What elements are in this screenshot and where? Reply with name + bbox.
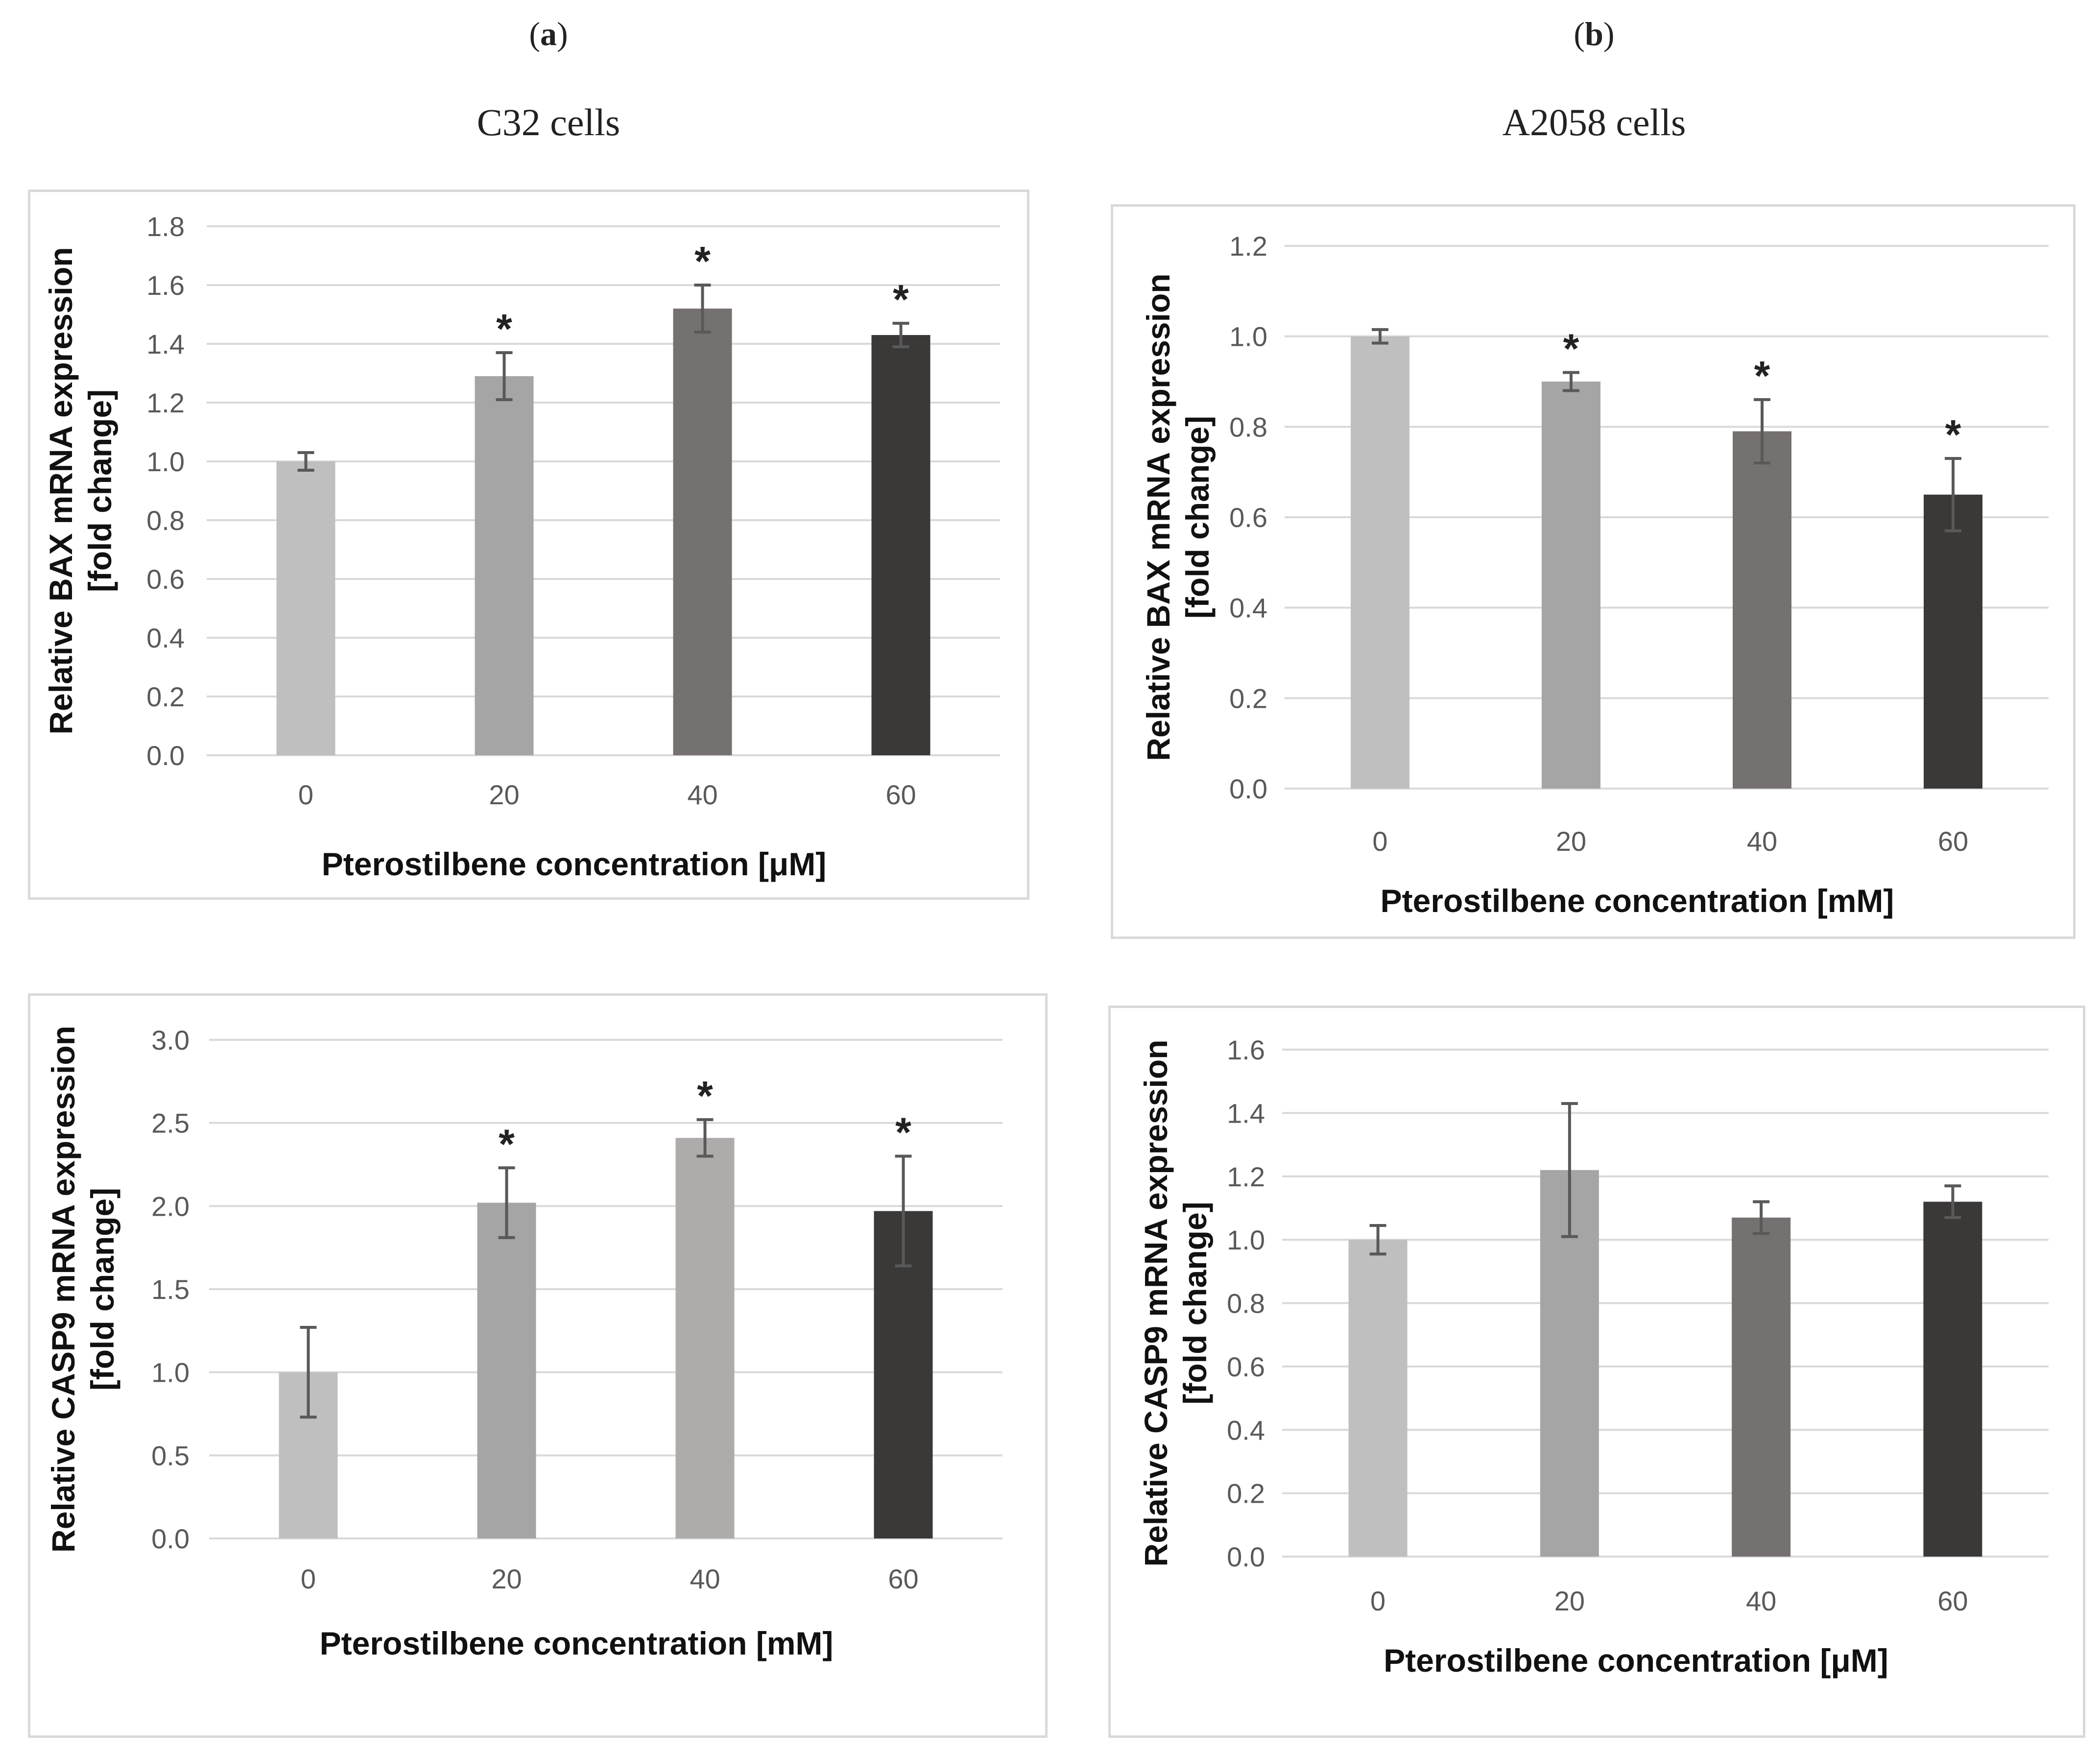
x-tick-label: 20 (489, 779, 519, 810)
bar (477, 1202, 536, 1538)
y-axis-label-line1: Relative BAX mRNA expression (43, 247, 79, 734)
y-tick-label: 0.8 (1227, 1288, 1265, 1319)
y-tick-label: 0.4 (146, 623, 185, 653)
significance-star: * (1754, 353, 1770, 399)
x-axis-label: Pterostilbene concentration [mM] (1381, 883, 1894, 919)
x-tick-label: 60 (1937, 1585, 1968, 1616)
y-tick-label: 0.2 (146, 681, 185, 712)
y-axis-label-line1: Relative CASP9 mRNA expression (45, 1026, 81, 1553)
y-tick-label: 0.6 (1229, 502, 1267, 533)
y-tick-label: 0.2 (1229, 683, 1267, 714)
y-axis-label-line2: [fold change] (82, 389, 118, 592)
significance-star: * (694, 238, 711, 284)
x-axis-label: Pterostilbene concentration [μM] (1384, 1642, 1888, 1679)
y-tick-label: 1.0 (146, 446, 185, 477)
x-tick-label: 0 (1370, 1585, 1385, 1616)
y-tick-label: 0.6 (1227, 1351, 1265, 1382)
x-tick-label: 20 (491, 1563, 522, 1594)
x-tick-label: 40 (1747, 826, 1777, 857)
y-axis-label-line1: Relative BAX mRNA expression (1140, 273, 1176, 761)
y-tick-label: 1.0 (1229, 321, 1267, 352)
x-tick-label: 60 (1938, 826, 1968, 857)
bar (475, 376, 534, 755)
y-axis-label-line2: [fold change] (1179, 416, 1216, 619)
y-tick-label: 1.6 (146, 270, 185, 301)
y-tick-label: 2.5 (151, 1108, 190, 1139)
x-tick-label: 20 (1556, 826, 1586, 857)
y-tick-label: 1.5 (151, 1274, 190, 1305)
a2058-cells-title: A2058 cells (1502, 101, 1686, 144)
panel-a-label: (a) (529, 15, 568, 52)
bar (1348, 1240, 1408, 1557)
bar (1924, 494, 1982, 789)
y-tick-label: 3.0 (151, 1025, 190, 1056)
significance-star: * (893, 276, 909, 322)
chart-svg: 0.0 0.2 0.4 0.6 0.8 1.0 1.2 1.4 1.6 0 20 40 60 Pteros… (1138, 1034, 2049, 1679)
chart-c32-bax: 0.0 0.2 0.4 0.6 0.8 1.0 1.2 1.4 1.6 1.8 0 * 20 * 40 * 60… (28, 190, 1029, 900)
x-tick-label: 20 (1554, 1585, 1585, 1616)
significance-star: * (697, 1073, 713, 1119)
x-tick-label: 40 (687, 779, 717, 810)
x-tick-label: 60 (888, 1563, 918, 1594)
bar (675, 1138, 735, 1538)
bar (1732, 1217, 1791, 1557)
y-tick-label: 1.6 (1227, 1034, 1265, 1065)
y-tick-label: 1.0 (1227, 1225, 1265, 1255)
x-tick-label: 0 (298, 779, 313, 810)
x-axis-label: Pterostilbene concentration [μM] (322, 846, 826, 882)
bar (1351, 336, 1409, 789)
y-tick-label: 0.2 (1227, 1478, 1265, 1509)
bar (1542, 382, 1600, 789)
y-tick-label: 0.5 (151, 1440, 190, 1471)
y-tick-label: 1.0 (151, 1357, 190, 1388)
y-tick-label: 0.0 (151, 1523, 190, 1554)
panel-b-label: (b) (1574, 15, 1615, 52)
y-tick-label: 0.0 (1229, 773, 1267, 804)
y-axis-label-line2: [fold change] (1177, 1201, 1213, 1404)
significance-star: * (496, 306, 512, 352)
y-tick-label: 0.4 (1227, 1415, 1265, 1445)
significance-star: * (895, 1109, 911, 1155)
x-tick-label: 60 (885, 779, 916, 810)
c32-cells-title: C32 cells (477, 101, 620, 144)
x-tick-label: 40 (1746, 1585, 1776, 1616)
y-tick-label: 0.0 (1227, 1541, 1265, 1572)
y-tick-label: 1.4 (1227, 1098, 1265, 1129)
y-tick-label: 1.4 (146, 329, 185, 360)
significance-star: * (1563, 326, 1579, 372)
chart-svg: 0.0 0.2 0.4 0.6 0.8 1.0 1.2 1.4 1.6 1.8 0 * 20 * 40 * 60… (43, 211, 1000, 882)
y-tick-label: 1.2 (146, 387, 185, 418)
y-tick-label: 0.6 (146, 564, 185, 595)
chart-a2058-casp9: 0.0 0.2 0.4 0.6 0.8 1.0 1.2 1.4 1.6 0 20 40 60 Pteros… (1108, 1006, 2085, 1738)
x-tick-label: 0 (301, 1563, 316, 1594)
y-tick-label: 0.8 (1229, 411, 1267, 442)
y-tick-label: 1.2 (1227, 1161, 1265, 1192)
bar (1923, 1201, 1982, 1557)
y-tick-label: 0.0 (146, 740, 185, 771)
bar (276, 461, 335, 755)
y-axis-label-line2: [fold change] (84, 1188, 120, 1391)
x-axis-label: Pterostilbene concentration [mM] (320, 1625, 834, 1661)
y-tick-label: 0.4 (1229, 593, 1267, 624)
chart-c32-casp9: 0.0 0.5 1.0 1.5 2.0 2.5 3.0 0 * 20 * 40 * 60 Pterostil… (28, 993, 1048, 1738)
bar (871, 335, 931, 755)
chart-svg: 0.0 0.2 0.4 0.6 0.8 1.0 1.2 0 * 20 * 40 * 60 Pterostil… (1140, 231, 2049, 919)
significance-star: * (499, 1121, 515, 1167)
y-tick-label: 2.0 (151, 1191, 190, 1222)
bar (1733, 431, 1791, 789)
x-tick-label: 0 (1372, 826, 1387, 857)
chart-a2058-bax: 0.0 0.2 0.4 0.6 0.8 1.0 1.2 0 * 20 * 40 * 60 Pterostil… (1111, 204, 2076, 939)
bar (673, 309, 732, 755)
significance-star: * (1945, 411, 1961, 457)
y-tick-label: 0.8 (146, 505, 185, 536)
y-tick-label: 1.8 (146, 211, 185, 242)
x-tick-label: 40 (690, 1563, 720, 1594)
y-tick-label: 1.2 (1229, 231, 1267, 262)
y-axis-label-line1: Relative CASP9 mRNA expression (1138, 1040, 1174, 1567)
chart-svg: 0.0 0.5 1.0 1.5 2.0 2.5 3.0 0 * 20 * 40 * 60 Pterostil… (45, 1025, 1002, 1661)
